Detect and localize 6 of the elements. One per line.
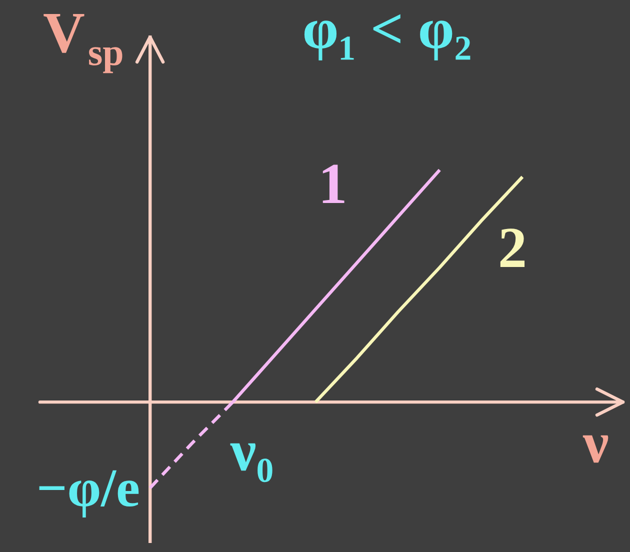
annotation: ν₀ (229, 418, 274, 483)
chart-title: φ₁ < φ₂ (302, 0, 472, 61)
series-label: 2 (498, 214, 527, 280)
series-label: 1 (318, 150, 348, 216)
x-axis-title: ν (582, 410, 610, 475)
annotation: −φ/e (36, 458, 140, 518)
